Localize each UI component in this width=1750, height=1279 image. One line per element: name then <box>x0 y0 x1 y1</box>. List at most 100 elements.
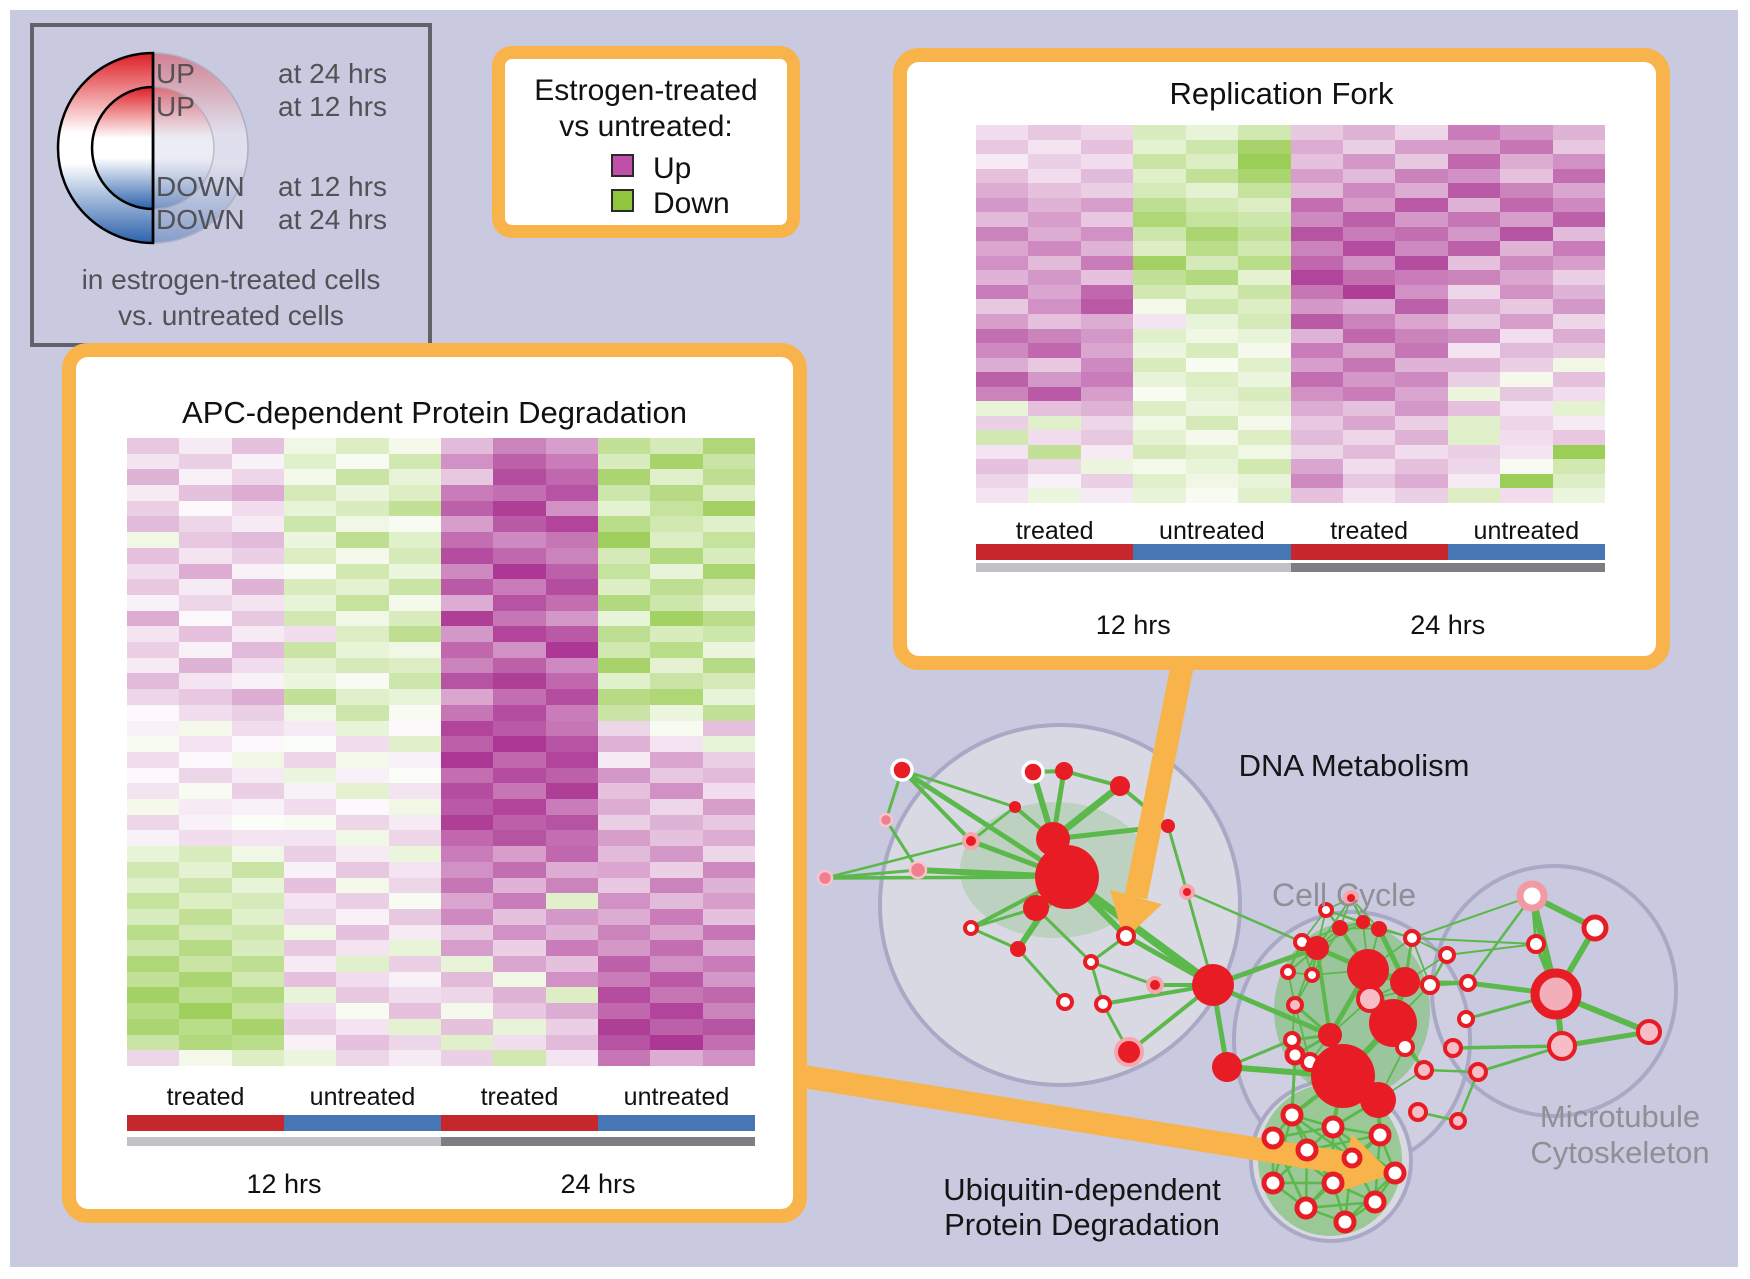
heatmap-cell <box>1238 299 1291 314</box>
heatmap-cell <box>493 626 546 643</box>
heatmap-cell <box>493 940 546 957</box>
heatmap-cell <box>1290 183 1343 198</box>
heatmap-cell <box>597 1050 651 1066</box>
heatmap-cell <box>127 453 180 470</box>
heatmap-cell <box>283 861 337 878</box>
heatmap-cell <box>179 1018 232 1035</box>
heatmap-cell <box>702 893 755 909</box>
heatmap-cell <box>388 500 441 517</box>
heatmap-cell <box>1080 255 1134 271</box>
heatmap-cell <box>440 563 494 580</box>
heatmap-cell <box>1028 226 1081 242</box>
heatmap-cell <box>1133 473 1186 489</box>
heatmap-cell <box>336 547 389 564</box>
heatmap-cell <box>1447 197 1501 213</box>
heatmap-cell <box>1185 255 1239 271</box>
heatmap-cell <box>1395 197 1448 213</box>
heatmap-cell <box>493 877 546 894</box>
heatmap-cell <box>283 956 337 972</box>
heatmap-cell <box>1133 459 1186 474</box>
heatmap-cell <box>1133 241 1186 256</box>
heatmap-cell <box>283 720 337 737</box>
heatmap-cell <box>231 453 284 470</box>
heatmap-cell <box>283 814 337 831</box>
treatment-bar-segment <box>1133 544 1291 560</box>
heatmap-cell <box>597 532 651 548</box>
heatmap-cell <box>702 547 755 564</box>
heatmap-cell <box>179 924 232 941</box>
time-bar-segment <box>127 1137 441 1146</box>
heatmap-cell <box>1133 372 1186 387</box>
heatmap-cell <box>650 861 703 878</box>
heatmap-cell <box>650 814 703 831</box>
heatmap-cell <box>283 924 337 941</box>
heatmap-cell <box>1185 430 1239 445</box>
heatmap-cell <box>1447 386 1501 402</box>
heatmap-cell <box>493 1034 546 1051</box>
heatmap-cell <box>283 846 337 862</box>
heatmap-cell <box>1552 328 1605 344</box>
heatmap-cell <box>179 626 232 643</box>
heatmap-cell <box>1342 154 1396 169</box>
heatmap-cell <box>493 736 546 752</box>
heatmap-cell <box>388 516 441 533</box>
time-bar-segment <box>441 1137 755 1146</box>
heatmap-cell <box>1028 241 1081 256</box>
heatmap-cell <box>1028 183 1081 198</box>
heatmap-cell <box>440 908 494 925</box>
heatmap-cell <box>179 657 232 674</box>
heatmap-cell <box>283 987 337 1004</box>
heatmap-cell <box>545 861 598 878</box>
heatmap-cell <box>597 485 651 501</box>
heatmap-cell <box>1552 255 1605 271</box>
heatmap-cell <box>545 642 598 658</box>
heatmap-cell <box>1133 488 1186 503</box>
heatmap-cell <box>976 168 1029 184</box>
heatmap-cell <box>493 547 546 564</box>
heatmap-cell <box>976 343 1029 358</box>
heatmap-cell <box>650 908 703 925</box>
heatmap-cell <box>1342 473 1396 489</box>
heatmap-cell <box>650 783 703 800</box>
heatmap-cell <box>1185 343 1239 358</box>
heatmap-cell <box>440 547 494 564</box>
up-color-swatch <box>611 154 634 177</box>
heatmap-cell <box>440 610 494 627</box>
heatmap-cell <box>976 372 1029 387</box>
heatmap-cell <box>1290 241 1343 256</box>
heatmap-cell <box>702 799 755 815</box>
heatmap-cell <box>1500 372 1553 387</box>
heatmap-cell <box>597 438 651 454</box>
heatmap-cell <box>440 783 494 800</box>
heatmap-cell <box>179 846 232 862</box>
heatmap-cell <box>1395 430 1448 445</box>
heatmap-cell <box>1238 241 1291 256</box>
heatmap-cell <box>388 861 441 878</box>
heatmap-cell <box>1342 183 1396 198</box>
heatmap-cell <box>702 657 755 674</box>
heatmap-cell <box>702 532 755 548</box>
heatmap-cell <box>336 814 389 831</box>
heatmap-cell <box>702 485 755 501</box>
heatmap-cell <box>493 956 546 972</box>
heatmap-cell <box>336 971 389 988</box>
heatmap-cell <box>493 642 546 658</box>
heatmap-cell <box>1500 270 1553 285</box>
heatmap-cell <box>1395 328 1448 344</box>
up-label: Up <box>653 152 692 185</box>
heatmap-cell <box>650 453 703 470</box>
heatmap-cell <box>545 783 598 800</box>
heatmap-cell <box>1290 401 1343 416</box>
heatmap-cell <box>179 893 232 909</box>
heatmap-cell <box>336 908 389 925</box>
heatmap-cell <box>388 877 441 894</box>
heatmap-cell <box>440 1018 494 1035</box>
heatmap-cell <box>1500 444 1553 460</box>
heatmap-cell <box>231 485 284 501</box>
heatmap-cell <box>976 488 1029 503</box>
heatmap-cell <box>1500 401 1553 416</box>
heatmap-cell <box>702 846 755 862</box>
treatment-group-label: treated <box>1330 517 1409 545</box>
heatmap-cell <box>1395 372 1448 387</box>
heatmap-cell <box>283 736 337 752</box>
